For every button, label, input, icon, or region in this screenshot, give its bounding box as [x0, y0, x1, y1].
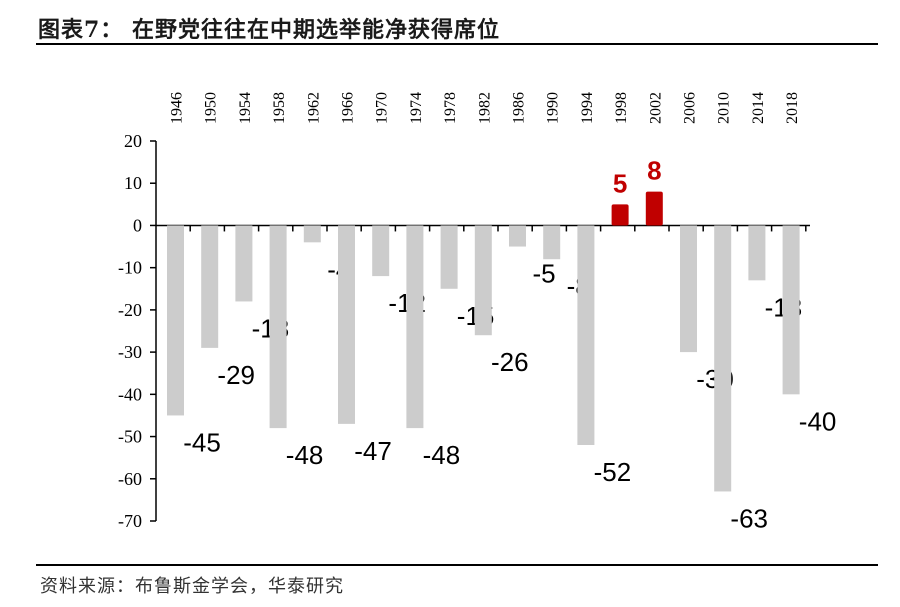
- y-tick-label: 0: [133, 215, 142, 235]
- x-tick-label: 2018: [784, 92, 801, 124]
- y-tick-label: -60: [118, 469, 142, 489]
- data-label: -29: [217, 360, 255, 390]
- x-tick-label: 1954: [237, 92, 254, 124]
- bar: [235, 225, 253, 302]
- x-tick-label: 1950: [203, 92, 220, 124]
- bar: [543, 225, 561, 260]
- bar: [748, 225, 766, 281]
- bar: [406, 225, 424, 429]
- source-rule: [36, 564, 878, 566]
- bar: [269, 225, 287, 429]
- bar: [372, 225, 390, 277]
- data-label: -48: [423, 440, 461, 470]
- x-tick-label: 1970: [374, 92, 391, 124]
- data-label: -63: [730, 503, 768, 533]
- bar: [474, 225, 492, 336]
- y-tick-label: -20: [118, 300, 142, 320]
- data-label: 8: [647, 156, 661, 186]
- bar: [303, 225, 321, 243]
- y-tick-label: 10: [124, 173, 142, 193]
- data-label: -47: [354, 436, 392, 466]
- data-label: -5: [532, 259, 555, 289]
- source-note: 资料来源：布鲁斯金学会，华泰研究: [40, 576, 344, 597]
- x-tick-label: 1974: [408, 92, 425, 124]
- x-tick-label: 1982: [476, 92, 493, 124]
- x-tick-label: 1990: [545, 92, 562, 124]
- y-tick-label: -40: [118, 384, 142, 404]
- bar: [577, 225, 595, 445]
- y-tick-label: -70: [118, 511, 142, 531]
- data-label: -26: [491, 347, 529, 377]
- bar: [440, 225, 458, 289]
- bar: [645, 191, 663, 226]
- y-tick-label: -30: [118, 342, 142, 362]
- data-label: 5: [613, 168, 627, 198]
- x-tick-label: 2010: [716, 92, 733, 124]
- bar: [782, 225, 800, 395]
- bar: [167, 225, 184, 416]
- chart-title: 图表7： 在野党往往在中期选举能净获得席位: [38, 17, 500, 43]
- bar: [714, 225, 732, 492]
- bar: [611, 204, 629, 226]
- x-tick-label: 2002: [647, 92, 664, 124]
- x-tick-label: 1994: [579, 92, 596, 124]
- x-tick-label: 2006: [682, 92, 699, 124]
- data-label: -45: [183, 427, 221, 457]
- x-tick-label: 1998: [613, 92, 630, 124]
- y-tick-label: 20: [124, 131, 142, 151]
- data-label: -48: [286, 440, 324, 470]
- x-tick-label: 1986: [511, 92, 528, 124]
- x-tick-label: 1978: [442, 92, 459, 124]
- x-tick-label: 2014: [750, 92, 767, 124]
- bar: [680, 225, 697, 353]
- y-tick-label: -50: [118, 427, 142, 447]
- x-tick-label: 1962: [305, 92, 322, 124]
- bar: [338, 225, 355, 424]
- bar: [509, 225, 526, 247]
- bar: [201, 225, 219, 348]
- x-tick-label: 1946: [169, 92, 186, 124]
- y-tick-label: -10: [118, 258, 142, 278]
- x-tick-label: 1966: [340, 92, 357, 124]
- x-tick-label: 1958: [271, 92, 288, 124]
- data-label: -52: [594, 457, 632, 487]
- data-label: -40: [799, 406, 837, 436]
- title-rule: [36, 43, 878, 45]
